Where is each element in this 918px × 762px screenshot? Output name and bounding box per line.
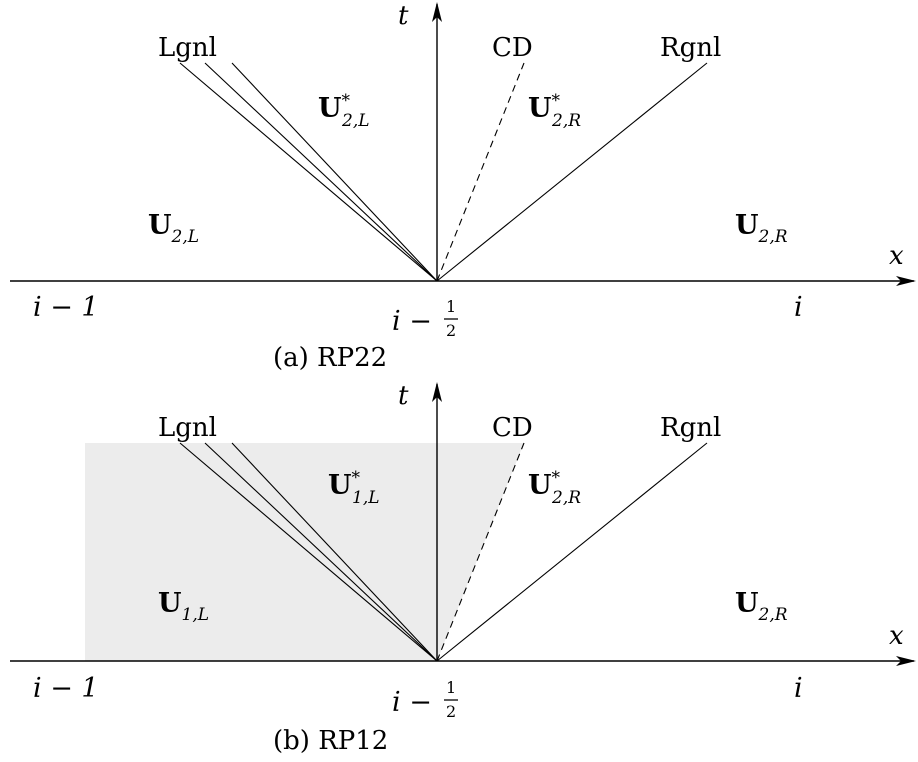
panel-a: t x Lgnl CD Rgnl U2,L U* 2,L U* 2,R U2,R i…	[10, 1, 916, 373]
right-wave-label: Rgnl	[660, 33, 721, 63]
state-left: U2,L	[148, 210, 199, 247]
state-left: U1,L	[158, 588, 209, 625]
left-fan-line-3	[231, 442, 438, 662]
right-wave-line	[436, 442, 708, 662]
tick-center-frac-num: 1	[446, 297, 456, 316]
left-wave-label: Lgnl	[158, 33, 217, 63]
shaded-region	[85, 443, 524, 661]
state-right: U2,R	[735, 588, 788, 625]
left-fan-line-3	[231, 62, 438, 282]
tick-right: i	[794, 673, 803, 704]
t-axis-label: t	[398, 1, 409, 31]
state-right-star: U* 2,R	[528, 468, 581, 508]
state-right-star: U* 2,R	[528, 91, 581, 131]
state-right: U2,R	[735, 210, 788, 247]
left-fan-line-2	[204, 62, 438, 282]
caption-b: (b) RP12	[273, 726, 388, 756]
contact-discontinuity-line	[436, 442, 525, 662]
contact-discontinuity-line	[436, 62, 525, 282]
x-axis-label: x	[889, 241, 904, 271]
right-wave-line	[436, 62, 708, 282]
tick-left: i − 1	[33, 292, 99, 323]
contact-wave-label: CD	[492, 33, 533, 63]
contact-wave-label: CD	[492, 413, 533, 443]
tick-center-prefix: i −	[392, 687, 432, 718]
tick-center-frac-num: 1	[446, 678, 456, 697]
x-axis-label: x	[889, 621, 904, 651]
tick-center-prefix: i −	[392, 306, 432, 337]
panel-b: t x Lgnl CD Rgnl U1,L U* 1,L U* 2,R U2,R i…	[10, 381, 916, 756]
left-wave-label: Lgnl	[158, 413, 217, 443]
t-axis-label: t	[398, 381, 409, 411]
left-fan-line-1	[179, 62, 438, 282]
tick-right: i	[794, 292, 803, 323]
tick-center-frac-den: 2	[446, 702, 456, 721]
caption-a: (a) RP22	[273, 343, 387, 373]
right-wave-label: Rgnl	[660, 413, 721, 443]
tick-center-frac-den: 2	[446, 321, 456, 340]
left-fan-line-2	[204, 442, 438, 662]
state-left-star: U* 2,L	[318, 91, 370, 131]
tick-left: i − 1	[33, 673, 99, 704]
state-left-star: U* 1,L	[328, 468, 380, 508]
left-fan-line-1	[179, 442, 438, 662]
